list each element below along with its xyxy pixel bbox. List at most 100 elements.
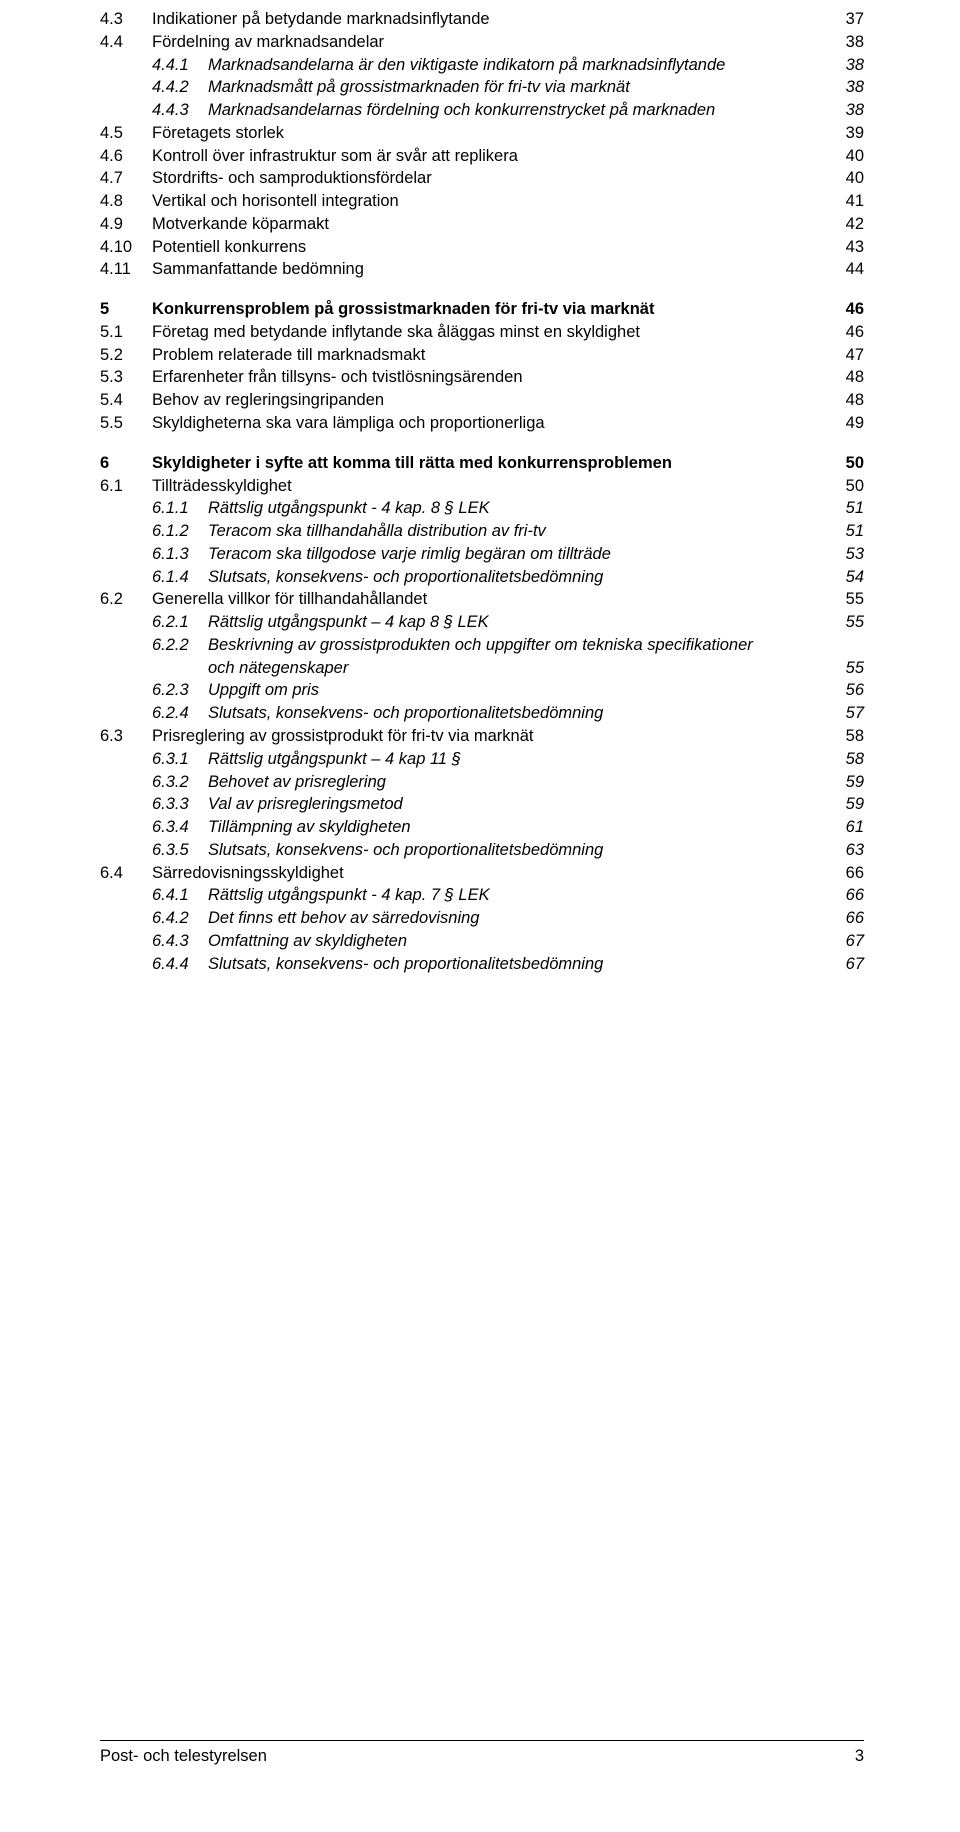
toc-row: 4.7Stordrifts- och samproduktionsfördela… bbox=[100, 167, 864, 190]
toc-row-left: 6.3.2Behovet av prisreglering bbox=[100, 771, 816, 794]
toc-number: 5 bbox=[100, 298, 152, 321]
toc-label: Slutsats, konsekvens- och proportionalit… bbox=[208, 839, 816, 862]
toc-row: 6.2Generella villkor för tillhandahållan… bbox=[100, 588, 864, 611]
toc-page: 47 bbox=[816, 344, 864, 367]
toc-number: 4.8 bbox=[100, 190, 152, 213]
toc-number: 6.3.1 bbox=[152, 748, 208, 771]
toc-label: Kontroll över infrastruktur som är svår … bbox=[152, 145, 816, 168]
toc-page: 39 bbox=[816, 122, 864, 145]
toc-number: 6.4.4 bbox=[152, 953, 208, 976]
toc-row-left: 6.4.1Rättslig utgångspunkt - 4 kap. 7 § … bbox=[100, 884, 816, 907]
toc-row: 5.3Erfarenheter från tillsyns- och tvist… bbox=[100, 366, 864, 389]
toc-row-left: 5.1Företag med betydande inflytande ska … bbox=[100, 321, 816, 344]
toc-row-left: 6.1.3Teracom ska tillgodose varje rimlig… bbox=[100, 543, 816, 566]
toc-number: 5.1 bbox=[100, 321, 152, 344]
toc-label: Teracom ska tillgodose varje rimlig begä… bbox=[208, 543, 816, 566]
toc-row-left: 4.6Kontroll över infrastruktur som är sv… bbox=[100, 145, 816, 168]
toc-row-left: 6.4.2Det finns ett behov av särredovisni… bbox=[100, 907, 816, 930]
toc-number: 4.5 bbox=[100, 122, 152, 145]
toc-row: 5.4Behov av regleringsingripanden48 bbox=[100, 389, 864, 412]
toc-row: 6.2.3Uppgift om pris56 bbox=[100, 679, 864, 702]
toc-row: 6.1.3Teracom ska tillgodose varje rimlig… bbox=[100, 543, 864, 566]
toc-row-left: 6.3.3Val av prisregleringsmetod bbox=[100, 793, 816, 816]
toc-row-left: 6.3.1Rättslig utgångspunkt – 4 kap 11 § bbox=[100, 748, 816, 771]
toc-label: Företag med betydande inflytande ska ålä… bbox=[152, 321, 816, 344]
toc-row-left: 4.10Potentiell konkurrens bbox=[100, 236, 816, 259]
toc-row: 4.4.2Marknadsmått på grossistmarknaden f… bbox=[100, 76, 864, 99]
toc-label: Generella villkor för tillhandahållandet bbox=[152, 588, 816, 611]
toc-number: 4.4.1 bbox=[152, 54, 208, 77]
toc-page: 50 bbox=[816, 475, 864, 498]
toc-number: 6.3 bbox=[100, 725, 152, 748]
toc-row-left: 4.4.2Marknadsmått på grossistmarknaden f… bbox=[100, 76, 816, 99]
toc-label: Rättslig utgångspunkt - 4 kap. 7 § LEK bbox=[208, 884, 816, 907]
toc-row: 6.1.1Rättslig utgångspunkt - 4 kap. 8 § … bbox=[100, 497, 864, 520]
toc-row: 4.4.3Marknadsandelarnas fördelning och k… bbox=[100, 99, 864, 122]
toc-row-left: 5.5Skyldigheterna ska vara lämpliga och … bbox=[100, 412, 816, 435]
toc-row-left: 4.4.3Marknadsandelarnas fördelning och k… bbox=[100, 99, 816, 122]
toc-page: 66 bbox=[816, 862, 864, 885]
toc-number: 6.1.3 bbox=[152, 543, 208, 566]
toc-row: 6.3.1Rättslig utgångspunkt – 4 kap 11 §5… bbox=[100, 748, 864, 771]
toc-page: 58 bbox=[816, 748, 864, 771]
toc-page: 57 bbox=[816, 702, 864, 725]
toc-label: Tillträdesskyldighet bbox=[152, 475, 816, 498]
toc-page: 61 bbox=[816, 816, 864, 839]
toc-row: 4.6Kontroll över infrastruktur som är sv… bbox=[100, 145, 864, 168]
toc-label: Val av prisregleringsmetod bbox=[208, 793, 816, 816]
toc-label: Omfattning av skyldigheten bbox=[208, 930, 816, 953]
toc-row-left: 6.1.2Teracom ska tillhandahålla distribu… bbox=[100, 520, 816, 543]
toc-number: 6.1.2 bbox=[152, 520, 208, 543]
toc-row-left: 6.2.2Beskrivning av grossistprodukten oc… bbox=[100, 634, 816, 680]
toc-number: 5.3 bbox=[100, 366, 152, 389]
toc-row-left: 5.4Behov av regleringsingripanden bbox=[100, 389, 816, 412]
toc-label: Teracom ska tillhandahålla distribution … bbox=[208, 520, 816, 543]
toc-label: Tillämpning av skyldigheten bbox=[208, 816, 816, 839]
toc-row: 5.5Skyldigheterna ska vara lämpliga och … bbox=[100, 412, 864, 435]
toc-label: Sammanfattande bedömning bbox=[152, 258, 816, 281]
footer-text-row: Post- och telestyrelsen 3 bbox=[100, 1747, 864, 1766]
toc-label: Skyldigheter i syfte att komma till rätt… bbox=[152, 452, 816, 475]
toc-page: 43 bbox=[816, 236, 864, 259]
toc-number: 4.10 bbox=[100, 236, 152, 259]
toc-page: 38 bbox=[816, 54, 864, 77]
toc-row-left: 6.1.4Slutsats, konsekvens- och proportio… bbox=[100, 566, 816, 589]
toc-row-left: 6.4.3Omfattning av skyldigheten bbox=[100, 930, 816, 953]
toc-page: 46 bbox=[816, 321, 864, 344]
toc-number: 6 bbox=[100, 452, 152, 475]
toc-number: 6.2.2 bbox=[152, 634, 208, 657]
toc-row-left: 4.5Företagets storlek bbox=[100, 122, 816, 145]
toc-page: 67 bbox=[816, 953, 864, 976]
toc-page: 41 bbox=[816, 190, 864, 213]
toc-row: 4.3Indikationer på betydande marknadsinf… bbox=[100, 8, 864, 31]
toc-number: 4.7 bbox=[100, 167, 152, 190]
toc-page: 56 bbox=[816, 679, 864, 702]
toc-row-left: 4.4Fördelning av marknadsandelar bbox=[100, 31, 816, 54]
toc-number: 4.9 bbox=[100, 213, 152, 236]
toc-page: 55 bbox=[816, 588, 864, 611]
toc-row-left: 6.3.4Tillämpning av skyldigheten bbox=[100, 816, 816, 839]
toc-row: 5.2Problem relaterade till marknadsmakt4… bbox=[100, 344, 864, 367]
toc-page: 50 bbox=[816, 452, 864, 475]
toc-label: Det finns ett behov av särredovisning bbox=[208, 907, 816, 930]
toc-page: 38 bbox=[816, 76, 864, 99]
toc-row-left: 5.2Problem relaterade till marknadsmakt bbox=[100, 344, 816, 367]
toc-row-left: 6.2.3Uppgift om pris bbox=[100, 679, 816, 702]
toc-row: 6.4.3Omfattning av skyldigheten67 bbox=[100, 930, 864, 953]
toc-row: 6.4Särredovisningsskyldighet66 bbox=[100, 862, 864, 885]
toc-row-left: 4.9Motverkande köparmakt bbox=[100, 213, 816, 236]
toc-label: Slutsats, konsekvens- och proportionalit… bbox=[208, 953, 816, 976]
toc-number: 6.4.3 bbox=[152, 930, 208, 953]
toc-label: Fördelning av marknadsandelar bbox=[152, 31, 816, 54]
toc-label: Slutsats, konsekvens- och proportionalit… bbox=[208, 566, 816, 589]
page-footer: Post- och telestyrelsen 3 bbox=[100, 1740, 864, 1766]
toc-page: 37 bbox=[816, 8, 864, 31]
toc-label: Rättslig utgångspunkt – 4 kap 8 § LEK bbox=[208, 611, 816, 634]
toc-row: 4.4Fördelning av marknadsandelar38 bbox=[100, 31, 864, 54]
toc-row-left: 4.7Stordrifts- och samproduktionsfördela… bbox=[100, 167, 816, 190]
toc-number: 6.2.1 bbox=[152, 611, 208, 634]
toc-label: Potentiell konkurrens bbox=[152, 236, 816, 259]
toc-row: 6.3Prisreglering av grossistprodukt för … bbox=[100, 725, 864, 748]
toc-number: 6.2.3 bbox=[152, 679, 208, 702]
toc-row: 6.1Tillträdesskyldighet50 bbox=[100, 475, 864, 498]
